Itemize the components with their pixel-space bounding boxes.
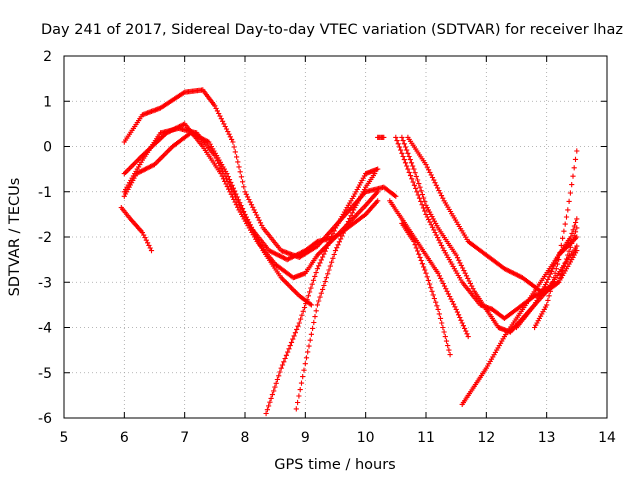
y-tick-label: -5 (38, 366, 52, 382)
y-axis-label: SDTVAR / TECUs (7, 178, 23, 297)
marker-path (513, 216, 580, 331)
marker-path (121, 121, 381, 281)
y-tick-label: -4 (38, 321, 52, 337)
x-tick-label: 13 (538, 430, 556, 446)
y-tick-label: -6 (38, 411, 52, 427)
series-arc-13 (399, 220, 453, 358)
y-tick-label: 1 (43, 94, 52, 110)
marker-path (293, 171, 378, 412)
series-arc-2 (121, 121, 381, 281)
series-arc-4 (121, 125, 381, 263)
series-arc-5 (118, 205, 155, 254)
marker-path (118, 205, 155, 254)
x-tick-label: 10 (357, 430, 375, 446)
x-tick-label: 14 (598, 430, 616, 446)
y-tick-label: -1 (38, 185, 52, 201)
marker-path (405, 134, 580, 294)
series-arc-9 (393, 134, 580, 321)
marker-path (263, 166, 381, 417)
marker-path (399, 220, 453, 358)
marker-path (121, 87, 399, 260)
x-tick-label: 11 (417, 430, 435, 446)
series-arc-7 (293, 171, 378, 412)
x-tick-label: 6 (120, 430, 129, 446)
x-axis-label: GPS time / hours (274, 457, 395, 473)
series-arc-16 (532, 148, 580, 331)
marker-path (375, 134, 387, 140)
x-tick-label: 12 (477, 430, 495, 446)
y-tick-label: 0 (43, 140, 52, 156)
series-arc-8 (375, 134, 387, 140)
chart-title: Day 241 of 2017, Sidereal Day-to-day VTE… (41, 22, 623, 38)
marker-path (387, 198, 471, 340)
marker-path (393, 134, 580, 321)
y-tick-label: 2 (43, 49, 52, 65)
marker-path (532, 148, 580, 331)
x-tick-label: 7 (180, 430, 189, 446)
series-arc-6 (263, 166, 381, 417)
series-arc-11 (405, 134, 580, 294)
grid (64, 56, 607, 418)
marker-path (121, 125, 381, 263)
y-tick-label: -3 (38, 275, 52, 291)
series-arc-3 (121, 130, 314, 308)
series-arc-15 (513, 216, 580, 331)
data-points (118, 87, 580, 417)
y-tick-label: -2 (38, 230, 52, 246)
x-tick-label: 8 (241, 430, 250, 446)
marker-path (121, 130, 314, 308)
x-tick-label: 5 (60, 430, 69, 446)
series-arc-1 (121, 87, 399, 260)
series-arc-12 (387, 198, 471, 340)
x-tick-label: 9 (301, 430, 310, 446)
